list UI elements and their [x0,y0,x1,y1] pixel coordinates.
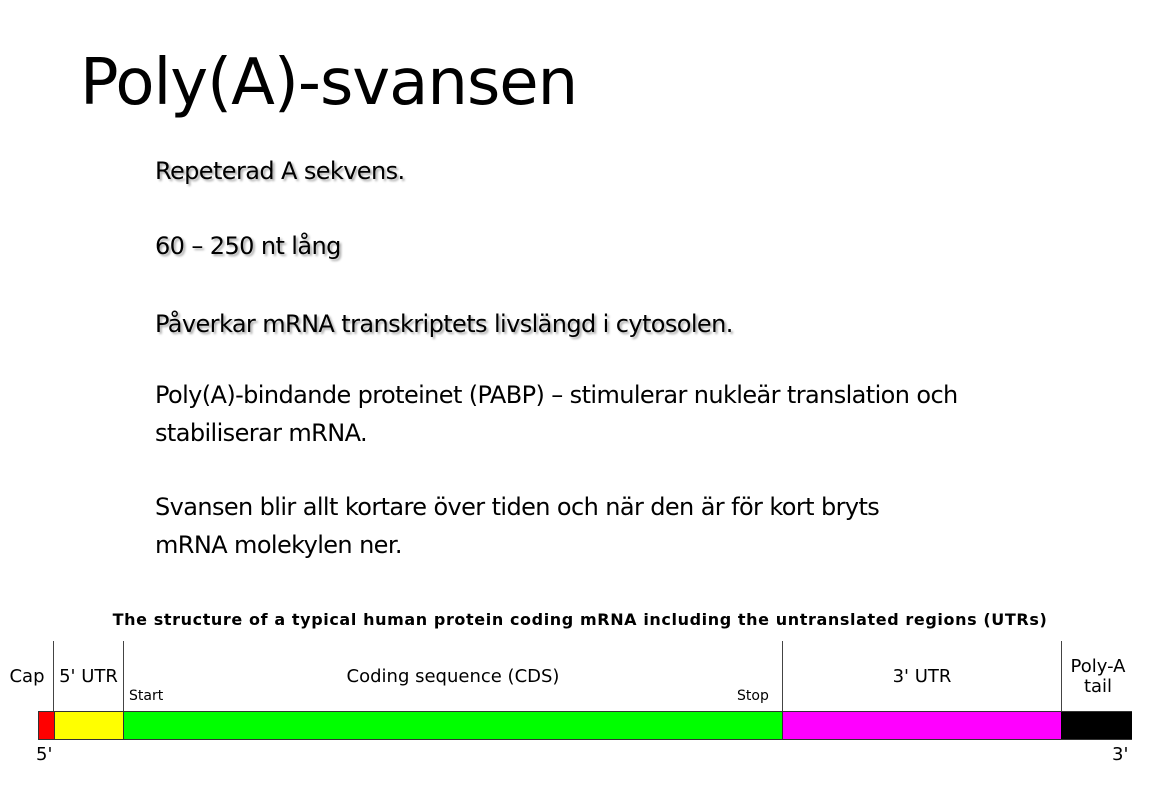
diagram-title: The structure of a typical human protein… [112,610,1048,629]
segment-3utr [782,711,1062,740]
five-prime-label: 5' [36,744,53,765]
three-prime-label: 3' [1112,744,1129,765]
stop-label: Stop [737,688,769,704]
label-polya: Poly-A tail [1070,656,1126,697]
divider-polya [1061,641,1062,711]
label-3utr: 3' UTR [892,666,952,687]
bullet-2: 60 – 250 nt lång [155,232,341,260]
slide-title: Poly(A)-svansen [80,46,578,120]
segment-5utr [54,711,124,740]
label-5utr: 5' UTR [59,666,118,687]
bullet-5: Svansen blir allt kortare över tiden och… [155,493,880,559]
label-cap: Cap [9,666,45,687]
start-label: Start [129,688,164,704]
divider-stop [782,641,783,711]
divider-cap [53,641,54,711]
segment-cds [123,711,783,740]
bullet-1: Repeterad A sekvens. [155,157,405,185]
divider-start [123,641,124,711]
segment-polya [1061,711,1132,740]
bullet-3: Påverkar mRNA transkriptets livslängd i … [155,310,733,338]
label-cds: Coding sequence (CDS) [346,666,560,687]
segment-cap [38,711,54,740]
bullet-4: Poly(A)-bindande proteinet (PABP) – stim… [155,381,958,447]
